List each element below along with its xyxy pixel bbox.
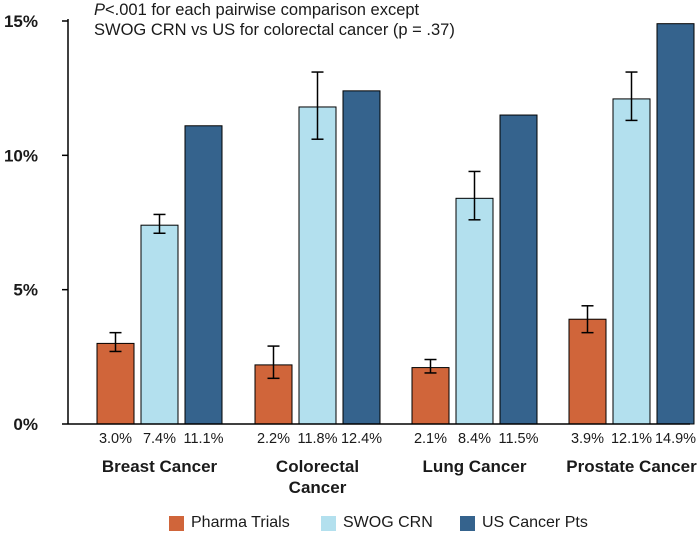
legend-label-us-cancer-pts: US Cancer Pts xyxy=(482,514,588,531)
category-label-colorectal-cancer: Colorectal xyxy=(276,457,359,476)
y-tick-label: 5% xyxy=(13,281,38,300)
value-label: 2.1% xyxy=(414,431,447,447)
comparison-note-text: <.001 for each pairwise comparison excep… xyxy=(105,1,420,19)
value-label: 12.4% xyxy=(341,431,382,447)
comparison-note-line-2: SWOG CRN vs US for colorectal cancer (p … xyxy=(94,21,455,39)
value-label: 8.4% xyxy=(458,431,491,447)
bar-pharma-trials-breast-cancer xyxy=(96,342,135,425)
category-label-colorectal-cancer: Cancer xyxy=(289,478,347,497)
category-label-lung-cancer: Lung Cancer xyxy=(423,457,527,476)
bar-us-cancer-pts-lung-cancer xyxy=(499,114,538,425)
legend-swatch-swog-crn xyxy=(321,516,336,531)
value-label: 11.5% xyxy=(498,431,538,447)
bar-pharma-trials-prostate-cancer xyxy=(568,318,607,425)
bar-us-cancer-pts-breast-cancer xyxy=(184,125,223,425)
category-label-breast-cancer: Breast Cancer xyxy=(102,457,218,476)
value-label: 14.9% xyxy=(655,431,696,447)
value-label: 3.9% xyxy=(571,431,604,447)
bar-us-cancer-pts-colorectal-cancer xyxy=(342,90,381,425)
y-tick-label: 10% xyxy=(4,146,38,165)
bar-swog-crn-lung-cancer xyxy=(455,197,494,425)
y-tick-label: 15% xyxy=(4,12,38,31)
value-label: 12.1% xyxy=(611,431,652,447)
legend-label-swog-crn: SWOG CRN xyxy=(343,514,433,531)
value-label: 11.8% xyxy=(297,431,337,447)
legend-label-pharma-trials: Pharma Trials xyxy=(191,514,290,531)
bar-swog-crn-breast-cancer xyxy=(140,224,179,425)
legend-swatch-us-cancer-pts xyxy=(460,516,475,531)
comparison-note-line-1: P<.001 for each pairwise comparison exce… xyxy=(94,0,419,20)
value-label: 7.4% xyxy=(143,431,176,447)
bar-swog-crn-colorectal-cancer xyxy=(298,106,337,425)
legend-swatch-pharma-trials xyxy=(169,516,184,531)
value-label: 3.0% xyxy=(99,431,132,447)
p-symbol: P xyxy=(94,1,106,19)
bar-pharma-trials-lung-cancer xyxy=(411,367,450,425)
category-label-prostate-cancer: Prostate Cancer xyxy=(566,457,697,476)
y-tick-label: 0% xyxy=(13,415,38,434)
value-label: 2.2% xyxy=(257,431,290,447)
bar-us-cancer-pts-prostate-cancer xyxy=(656,23,695,425)
value-label: 11.1% xyxy=(183,431,223,447)
bar-swog-crn-prostate-cancer xyxy=(612,98,651,425)
